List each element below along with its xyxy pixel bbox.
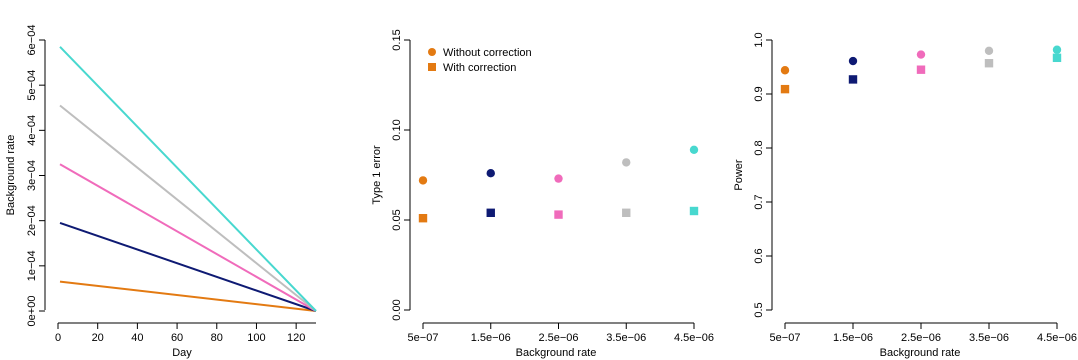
y-tick-label: 0.05 [391, 209, 403, 230]
data-point-square [554, 210, 563, 219]
x-tick-label: 4.5e−06 [1037, 332, 1077, 344]
y-tick-label: 1.0 [753, 32, 765, 47]
x-axis-title: Background rate [516, 347, 597, 359]
data-point-circle [916, 50, 926, 59]
series-line-3 [59, 163, 317, 312]
series-line-2 [59, 221, 317, 312]
series-points [418, 145, 699, 223]
x-axis-title: Background rate [880, 347, 961, 359]
y-tick-label: 0.15 [391, 29, 403, 50]
y-tick-label: 0.00 [391, 299, 403, 320]
x-ticks: 5e−07 1.5e−06 2.5e−06 3.5e−06 4.5e−06 [408, 323, 714, 344]
data-point-circle [848, 56, 858, 66]
x-tick-label: 5e−07 [408, 332, 439, 344]
legend-label-with-correction: With correction [443, 62, 516, 74]
data-point-circle [689, 145, 699, 154]
x-tick-label: 120 [287, 332, 305, 344]
data-point-square [1052, 53, 1062, 63]
x-ticks: 5e−07 1.5e−06 2.5e−06 3.5e−06 4.5e−06 [770, 323, 1077, 344]
data-point-square [486, 208, 495, 217]
y-tick-label: 3e−04 [26, 160, 38, 191]
series-line-1 [59, 280, 317, 312]
legend: Without correction With correction [428, 47, 532, 74]
panel-type1-error: 5e−07 1.5e−06 2.5e−06 3.5e−06 4.5e−06 0.000.… [371, 29, 714, 359]
data-point-circle [780, 66, 790, 75]
data-point-square [622, 208, 631, 217]
y-tick-label: 0e+00 [26, 296, 38, 327]
series-line-5 [59, 46, 317, 312]
data-point-circle [1052, 45, 1062, 54]
y-tick-label: 0.8 [753, 140, 765, 155]
y-ticks: 0.5 0.6 0.7 0.8 0.9 1.0 [753, 32, 772, 318]
panel-power: 5e−07 1.5e−06 2.5e−06 3.5e−06 4.5e−06 0.5 0.6… [733, 32, 1077, 359]
y-tick-label: 6e−04 [26, 25, 38, 56]
x-tick-label: 2.5e−06 [538, 332, 578, 344]
data-point-circle [984, 46, 994, 55]
x-tick-label: 20 [92, 332, 104, 344]
data-point-square [916, 65, 926, 74]
series-points [780, 45, 1062, 94]
y-axis-title: Type 1 error [371, 145, 383, 205]
y-tick-label: 0.7 [753, 194, 765, 209]
x-tick-label: 1.5e−06 [833, 332, 873, 344]
x-tick-label: 100 [247, 332, 265, 344]
x-tick-label: 5e−07 [770, 332, 801, 344]
data-point-circle [554, 174, 563, 183]
x-tick-label: 2.5e−06 [901, 332, 941, 344]
y-tick-label: 1e−04 [26, 250, 38, 281]
y-axis-title: Background rate [5, 135, 17, 216]
data-point-circle [622, 158, 631, 167]
x-tick-label: 4.5e−06 [674, 332, 714, 344]
data-point-square [418, 214, 428, 223]
data-point-square [780, 84, 790, 94]
y-axis-title: Power [733, 159, 745, 191]
x-tick-label: 3.5e−06 [969, 332, 1009, 344]
x-tick-label: 1.5e−06 [471, 332, 511, 344]
y-tick-label: 0.6 [753, 248, 765, 263]
y-tick-label: 0.5 [753, 302, 765, 317]
data-point-square [984, 59, 994, 68]
y-ticks: 0e+00 1e−04 2e−04 3e−04 4e−04 5e−04 6e−04 [26, 25, 45, 327]
y-tick-label: 5e−04 [26, 70, 38, 101]
x-tick-label: 0 [55, 332, 61, 344]
legend-marker-square [428, 63, 436, 71]
panel-background-rate-lines: 0 20 40 60 80 100 120 0e+00 1e−04 2e−04 3e−04 4e−0… [5, 25, 317, 359]
x-tick-label: 80 [211, 332, 223, 344]
x-tick-label: 3.5e−06 [606, 332, 646, 344]
data-point-square [848, 75, 858, 84]
x-axis-title: Day [172, 347, 192, 359]
legend-marker-circle [428, 48, 436, 56]
y-tick-label: 2e−04 [26, 205, 38, 236]
data-point-circle [418, 176, 428, 185]
y-tick-label: 0.10 [391, 119, 403, 140]
data-point-circle [486, 169, 495, 178]
legend-label-without-correction: Without correction [443, 47, 532, 59]
series-lines [59, 46, 317, 312]
series-line-4 [59, 104, 317, 312]
x-tick-label: 40 [131, 332, 143, 344]
x-tick-label: 60 [171, 332, 183, 344]
y-ticks: 0.00 0.05 0.10 0.15 [391, 29, 410, 321]
y-tick-label: 0.9 [753, 86, 765, 101]
data-point-square [689, 206, 699, 216]
y-tick-label: 4e−04 [26, 115, 38, 146]
x-ticks: 0 20 40 60 80 100 120 [55, 323, 305, 344]
